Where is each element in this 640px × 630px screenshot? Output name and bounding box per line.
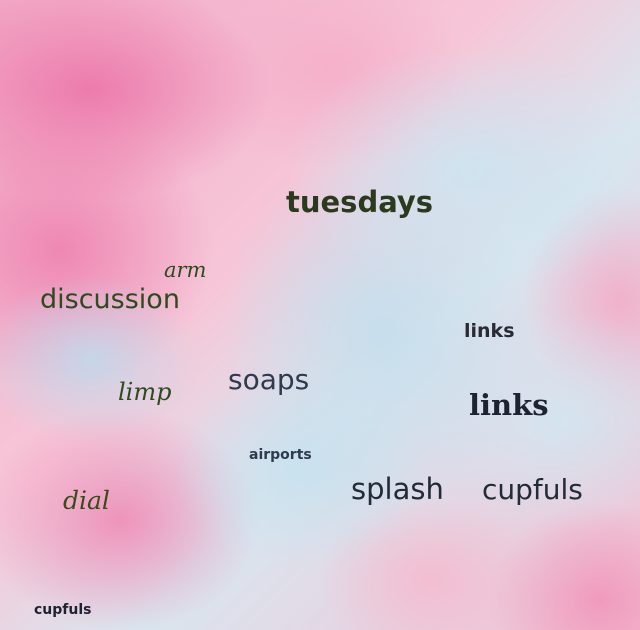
word-cupfuls-small: cupfuls bbox=[34, 602, 92, 618]
word-links-large: links bbox=[469, 388, 549, 422]
word-dial: dial bbox=[63, 486, 110, 515]
word-splash: splash bbox=[351, 472, 444, 506]
word-limp: limp bbox=[118, 378, 172, 406]
word-arm: arm bbox=[164, 258, 207, 282]
word-discussion: discussion bbox=[40, 284, 180, 315]
word-links-small: links bbox=[464, 320, 515, 342]
word-airports: airports bbox=[249, 447, 312, 463]
word-soaps: soaps bbox=[228, 363, 310, 396]
word-tuesdays: tuesdays bbox=[286, 185, 434, 219]
word-cupfuls-large: cupfuls bbox=[482, 473, 583, 506]
